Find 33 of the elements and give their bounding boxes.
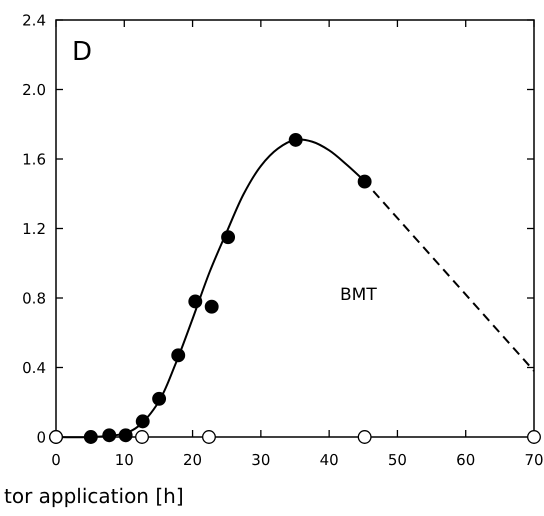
point [102,428,116,442]
y-tick-label: 2.0 [22,80,46,99]
x-tick-label: 20 [183,451,202,469]
x-tick-label: 50 [388,451,407,469]
point [202,430,216,444]
point [152,392,166,406]
point [358,174,372,189]
point [527,430,541,444]
y-tick-label: 1.2 [22,220,46,238]
x-tick-label: 40 [320,451,339,469]
x-tick-label: 0 [51,451,61,469]
point [221,230,236,244]
point [288,132,303,147]
x-tick-label: 10 [114,451,134,469]
point [136,414,150,428]
point [188,294,202,308]
annotation: D [72,37,92,67]
x-tick-label: 70 [524,451,544,469]
point [204,300,219,314]
point [118,428,133,442]
point [358,430,372,444]
x-axis-title: tor application [h] [4,484,184,508]
y-tick-label: 0.8 [22,289,46,308]
y-tick-label: 2.4 [22,11,46,30]
annotation: BMT [340,285,378,305]
y-tick-label: 1.6 [22,150,46,168]
x-tick-label: 60 [456,451,476,469]
x-tick-label: 30 [251,451,270,469]
point [84,430,98,444]
y-tick-label: 0.4 [22,358,46,377]
point [171,348,186,362]
point [135,430,149,444]
y-tick-label: 0 [36,428,46,446]
